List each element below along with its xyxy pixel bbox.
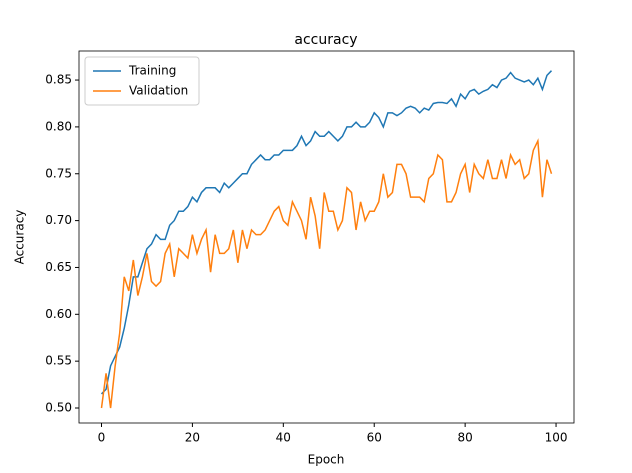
- x-tick-label: 0: [98, 431, 106, 445]
- axes-frame: [78, 50, 575, 424]
- x-axis-label: Epoch: [308, 453, 345, 467]
- y-tick-label: 0.85: [45, 73, 72, 87]
- legend-label: Validation: [129, 84, 188, 98]
- line-series: [100, 138, 553, 409]
- line-series: [100, 70, 553, 395]
- y-tick-label: 0.70: [45, 213, 72, 227]
- x-tick-label: 60: [367, 431, 382, 445]
- y-axis-label: Accuracy: [13, 210, 27, 265]
- y-tick-label: 0.80: [45, 119, 72, 133]
- y-tick-label: 0.75: [45, 166, 72, 180]
- x-tick-label: 20: [185, 431, 200, 445]
- y-tick-label: 0.50: [45, 401, 72, 415]
- chart-title: accuracy: [294, 32, 357, 48]
- legend-box: [84, 56, 200, 106]
- y-tick-label: 0.60: [45, 307, 72, 321]
- x-tick-label: 40: [276, 431, 291, 445]
- y-tick-label: 0.65: [45, 260, 72, 274]
- x-tick-label: 100: [545, 431, 568, 445]
- y-tick-label: 0.55: [45, 354, 72, 368]
- x-tick-label: 80: [457, 431, 472, 445]
- legend-label: Training: [128, 64, 176, 78]
